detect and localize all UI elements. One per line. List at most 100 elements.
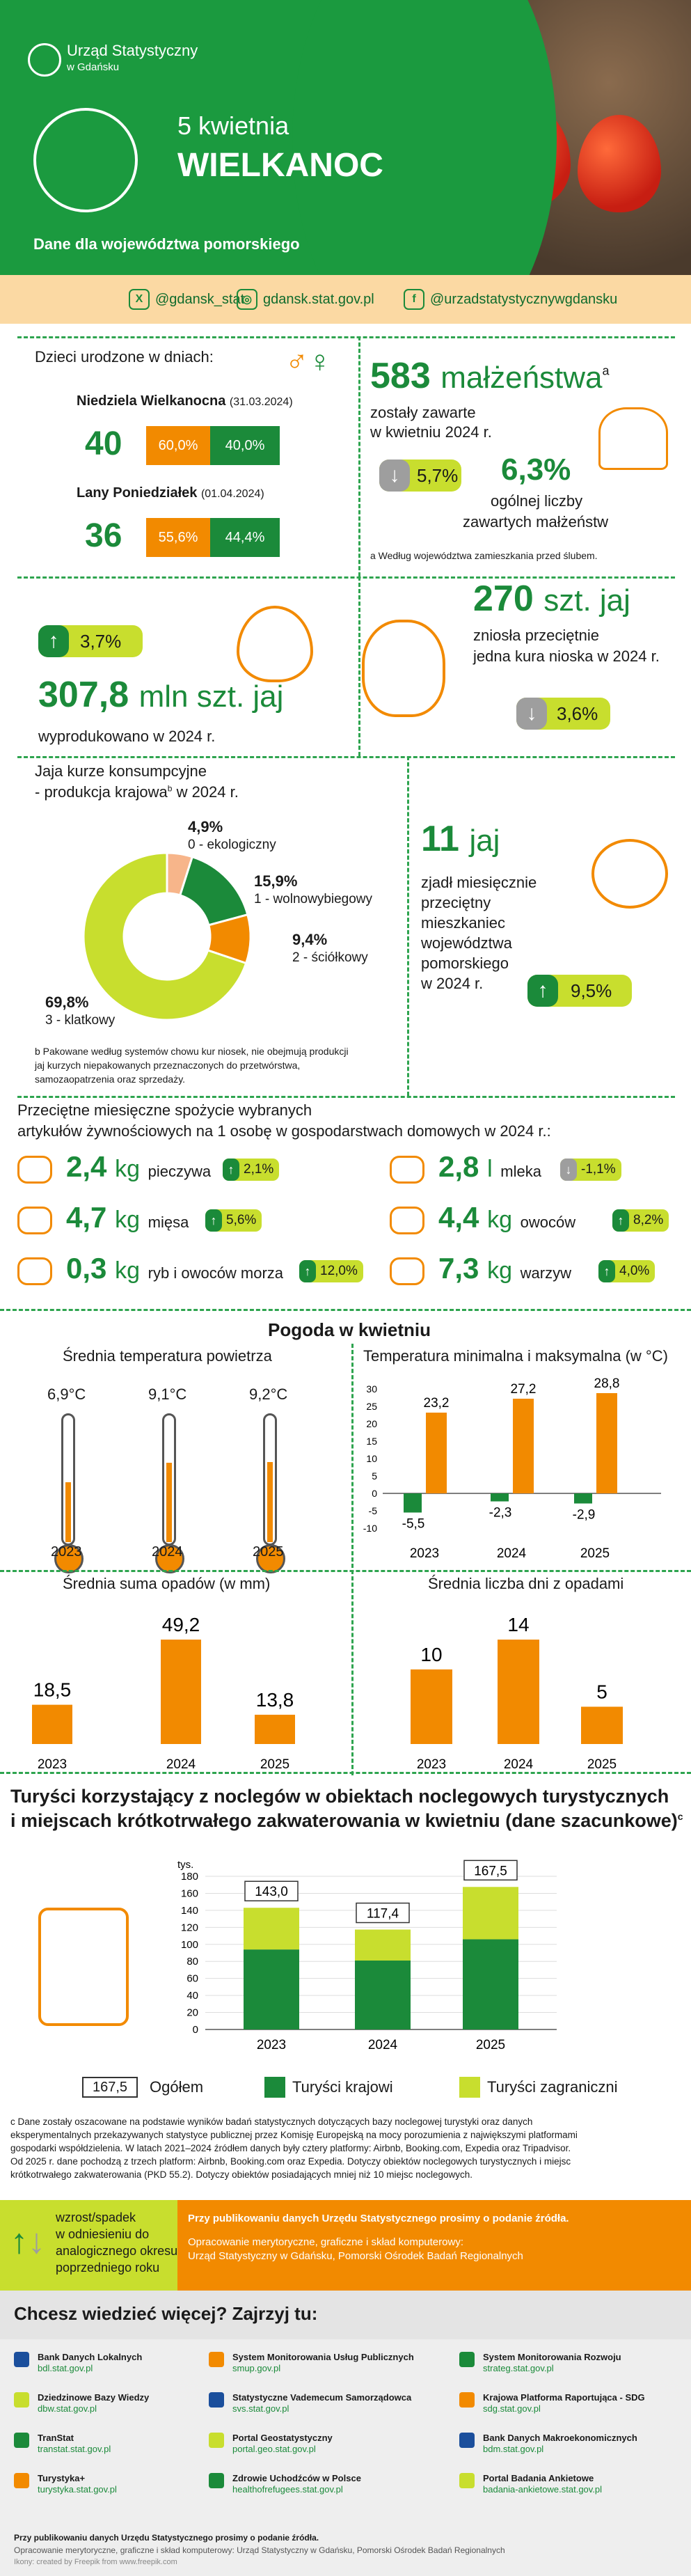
consumption-change: ↓ -1,1% xyxy=(560,1159,621,1181)
donut-slice-cage xyxy=(82,851,248,1021)
legend-arrows-icon: ↑↓ xyxy=(10,2222,45,2261)
link-item[interactable]: TranStat transtat.stat.gov.pl xyxy=(14,2433,111,2456)
legend-text4: poprzedniego roku xyxy=(56,2261,160,2275)
facebook-link[interactable]: f @urzadstatystycznywgdansku xyxy=(404,288,617,311)
y-tick-label: 20 xyxy=(366,1418,377,1429)
bar-label: 14 xyxy=(507,1614,529,1635)
link-item[interactable]: Portal Geostatystyczny portal.geo.stat.go… xyxy=(209,2433,333,2456)
legend-domestic-label: Turyści krajowi xyxy=(292,2078,393,2096)
bar xyxy=(581,1706,623,1744)
avg-temp-label: 9,2°C xyxy=(249,1385,288,1403)
min-bar xyxy=(574,1493,592,1504)
donut-slice-free-range xyxy=(178,855,249,927)
eaten-text1: zjadł miesięcznie xyxy=(421,874,537,891)
egg-production-donut xyxy=(82,851,252,1021)
hen-text2: jedna kura nioska w 2024 r. xyxy=(473,647,660,665)
link-icon xyxy=(14,2433,29,2448)
link-item[interactable]: Zdrowie Uchodźców w Polsce healthofrefuge… xyxy=(209,2473,361,2496)
y-tick-label: 40 xyxy=(186,1990,198,2002)
foreign-bar xyxy=(244,1908,299,1950)
year-label: 2024 xyxy=(497,1546,527,1561)
year-label: 2025 xyxy=(587,1757,617,1772)
min-bar xyxy=(404,1493,422,1513)
max-label: 28,8 xyxy=(594,1376,620,1391)
marriages-text1: zostały zawarte xyxy=(370,404,476,421)
year-label: 2023 xyxy=(257,2038,286,2052)
eaten-text5: pomorskiego xyxy=(421,955,509,972)
y-tick-label: 180 xyxy=(181,1871,198,1883)
arrow-up-icon: ↑ xyxy=(205,1209,222,1232)
donut-l2-val: 9,4% xyxy=(292,931,328,948)
arrow-up-icon: ↑ xyxy=(223,1159,239,1181)
consumption-value: 4,7 kg mięsa xyxy=(66,1201,189,1234)
milk-icon xyxy=(390,1156,424,1184)
y-tick-label: 140 xyxy=(181,1905,198,1917)
eaten-number: 11 jaj xyxy=(421,819,500,859)
day1-girls-bar: 40,0% xyxy=(210,426,280,465)
link-item[interactable]: Bank Danych Makroekonomicznych bdm.stat.g… xyxy=(459,2433,637,2456)
marriages-share-text2: zawartych małżeństw xyxy=(463,513,609,531)
donut-l3-txt: 3 - klatkowy xyxy=(45,1013,116,1028)
y-tick-label: 15 xyxy=(366,1436,377,1447)
apple-icon xyxy=(390,1207,424,1234)
marriages-change: ↓ 5,7% xyxy=(379,460,461,492)
bar xyxy=(32,1704,72,1744)
year-label: 2023 xyxy=(410,1546,439,1561)
foot1: Przy publikowaniu danych Urzędu Statysty… xyxy=(14,2533,319,2543)
link-item[interactable]: System Monitorowania Usług Publicznych sm… xyxy=(209,2352,414,2375)
links-panel xyxy=(0,2339,691,2576)
notice-text: Przy publikowaniu danych Urzędu Statysty… xyxy=(188,2213,569,2224)
day2-total: 36 xyxy=(85,517,122,554)
link-item[interactable]: Statystyczne Vademecum Samorządowca svs.s… xyxy=(209,2392,411,2415)
bar-label: 18,5 xyxy=(33,1679,72,1701)
link-icon xyxy=(14,2392,29,2408)
eaten-text3: mieszkaniec xyxy=(421,914,506,932)
donut-footnote1: b Pakowane według systemów chowu kur nio… xyxy=(35,1046,349,1057)
legend-foreign-label: Turyści zagraniczni xyxy=(487,2078,618,2096)
donut-title2: - produkcja krajowab w 2024 r. xyxy=(35,783,239,801)
total-label: 143,0 xyxy=(255,1885,288,1899)
legend-text1: wzrost/spadek xyxy=(56,2210,136,2224)
link-item[interactable]: Dziedzinowe Bazy Wiedzy dbw.stat.gov.pl xyxy=(14,2392,149,2415)
y-tick-label: 0 xyxy=(193,2024,198,2036)
donut-title1: Jaja kurze konsumpcyjne xyxy=(35,762,207,780)
page-title: WIELKANOC xyxy=(177,147,383,184)
foot3: Ikony: created by Freepik from www.freep… xyxy=(14,2558,177,2566)
link-item[interactable]: Krajowa Platforma Raportująca - SDG sdg.s… xyxy=(459,2392,645,2415)
meat-icon xyxy=(17,1207,52,1234)
eaten-text4: województwa xyxy=(421,934,512,952)
fish-icon xyxy=(17,1257,52,1285)
web-link[interactable]: ◎ gdansk.stat.gov.pl xyxy=(237,288,374,311)
consumption-value: 2,4 kg pieczywa xyxy=(66,1150,212,1183)
total-label: 167,5 xyxy=(474,1864,507,1878)
day1-total: 40 xyxy=(85,425,122,462)
max-label: 23,2 xyxy=(424,1396,450,1411)
arrow-down-icon: ↓ xyxy=(560,1159,577,1181)
legend-text2: w odniesieniu do xyxy=(56,2227,150,2241)
year-label: 2023 xyxy=(38,1757,67,1772)
twitter-link[interactable]: X @gdansk_stat xyxy=(129,288,244,311)
link-item[interactable]: Turystyka+ turystyka.stat.gov.pl xyxy=(14,2473,117,2496)
eaten-text2: przeciętny xyxy=(421,894,491,911)
link-item[interactable]: Portal Badania Ankietowe badania-ankietow… xyxy=(459,2473,602,2496)
link-item[interactable]: Bank Danych Lokalnych bdl.stat.gov.pl xyxy=(14,2352,142,2375)
eaten-text6: w 2024 r. xyxy=(421,975,484,992)
arrow-down-icon: ↓ xyxy=(516,698,547,730)
tourists-title1: Turyści korzystający z noclegów w obiekt… xyxy=(10,1786,669,1807)
hen-number: 270 szt. jaj xyxy=(473,579,630,619)
legend-foreign-swatch xyxy=(459,2077,480,2098)
marriages-share-text1: ogólnej liczby xyxy=(491,492,583,510)
avg-temp-label: 9,1°C xyxy=(148,1385,187,1403)
bar-label: 5 xyxy=(596,1681,607,1702)
day2-girls-bar: 44,4% xyxy=(210,518,280,557)
arrow-legend xyxy=(0,2200,177,2291)
credit2: Urząd Statystyczny w Gdańsku, Pomorski O… xyxy=(188,2250,523,2262)
consumption-change: ↑ 4,0% xyxy=(598,1260,656,1282)
hen-icon xyxy=(362,620,445,717)
foot2: Opracowanie merytoryczne, graficzne i sk… xyxy=(14,2545,505,2555)
tourists-note3: gospodarki współdzielenia. W latach 2021… xyxy=(10,2143,571,2153)
org-city: w Gdańsku xyxy=(67,61,120,73)
link-item[interactable]: System Monitorowania Rozwoju strateg.stat… xyxy=(459,2352,621,2375)
chick-egg-icon xyxy=(33,108,138,212)
max-bar xyxy=(426,1413,447,1493)
